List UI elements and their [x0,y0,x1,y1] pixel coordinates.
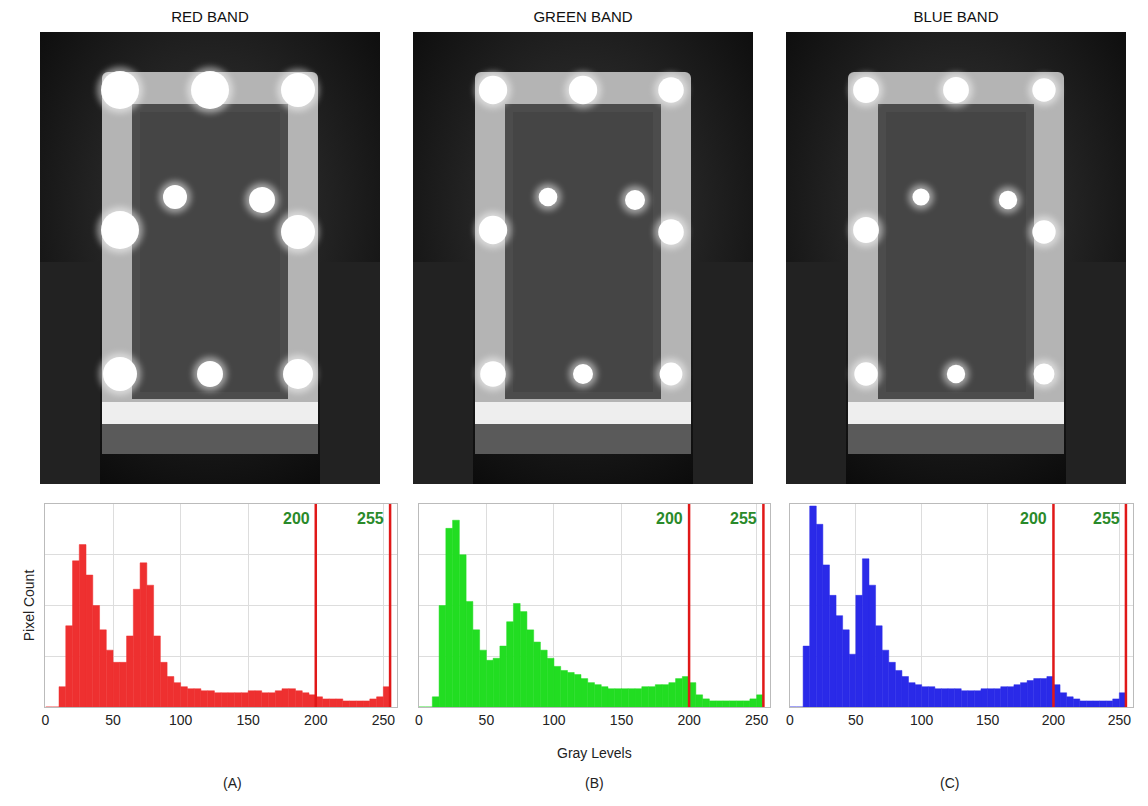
svg-text:200: 200 [283,510,310,527]
svg-text:(A): (A) [223,775,242,791]
svg-text:100: 100 [169,712,193,728]
svg-text:200: 200 [677,712,701,728]
svg-text:(B): (B) [585,775,604,791]
svg-text:250: 250 [745,712,769,728]
svg-text:200: 200 [1020,510,1047,527]
svg-text:200: 200 [1042,712,1066,728]
html-text:RED BAND: RED BAND [171,8,249,25]
svg-text:Gray Levels: Gray Levels [557,745,632,761]
svg-text:50: 50 [848,712,864,728]
svg-text:200: 200 [656,510,683,527]
svg-text:Pixel Count: Pixel Count [21,570,37,642]
svg-text:0: 0 [415,712,423,728]
svg-text:255: 255 [1093,510,1120,527]
svg-text:250: 250 [372,712,396,728]
svg-text:150: 150 [976,712,1000,728]
svg-text:150: 150 [610,712,634,728]
html-text:GREEN BAND: GREEN BAND [533,8,633,25]
svg-text:255: 255 [357,510,384,527]
svg-text:250: 250 [1108,712,1132,728]
svg-text:200: 200 [304,712,328,728]
html-text:BLUE BAND: BLUE BAND [913,8,999,25]
svg-text:100: 100 [542,712,566,728]
svg-text:150: 150 [237,712,261,728]
svg-text:100: 100 [910,712,934,728]
svg-text:0: 0 [786,712,794,728]
svg-text:0: 0 [42,712,50,728]
svg-text:255: 255 [730,510,757,527]
svg-text:(C): (C) [940,775,959,791]
svg-text:50: 50 [479,712,495,728]
svg-text:50: 50 [105,712,121,728]
